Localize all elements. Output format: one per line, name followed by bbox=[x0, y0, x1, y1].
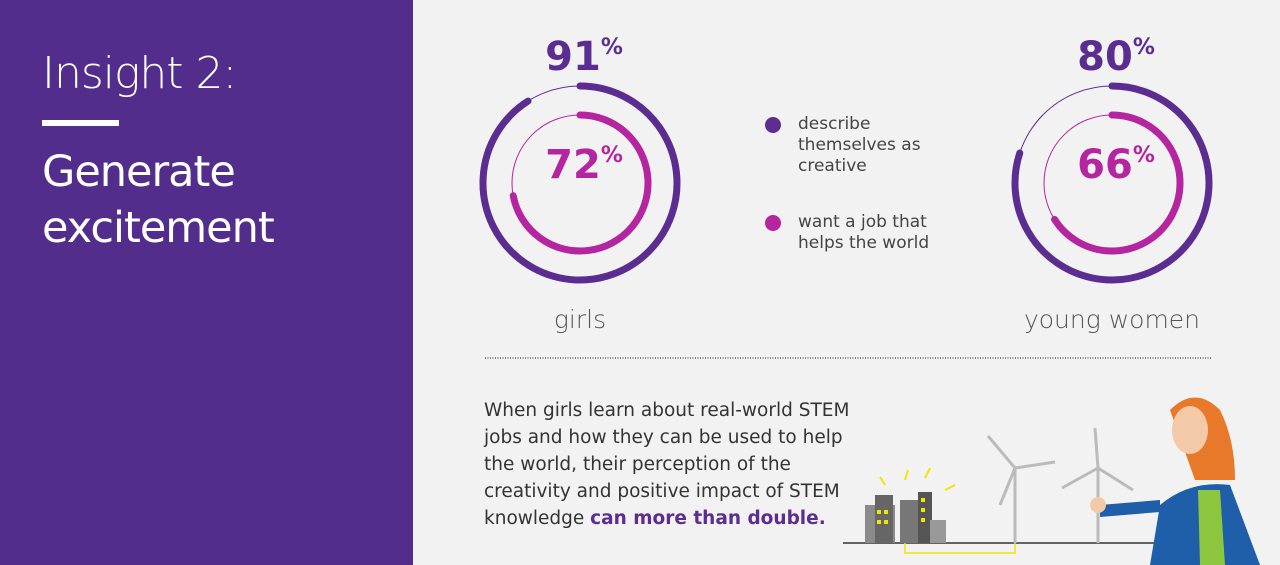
ring-arc bbox=[1051, 111, 1184, 255]
value-label: 80% bbox=[1077, 34, 1155, 80]
legend-label: want a job that helps the world bbox=[798, 212, 930, 253]
illustration bbox=[843, 397, 1260, 565]
legend-label: describe themselves as creative bbox=[798, 114, 921, 176]
ring-arc bbox=[479, 82, 681, 284]
sidebar-title: Insight 2: bbox=[42, 48, 237, 99]
value-label: 72% bbox=[545, 142, 623, 188]
body-text: When girls learn about real-world STEM j… bbox=[484, 397, 864, 532]
body-emphasis: can more than double. bbox=[590, 508, 826, 529]
chart-title: girls bbox=[554, 305, 606, 334]
sidebar-subtitle: Generate excitement bbox=[42, 147, 275, 253]
legend-dot bbox=[765, 117, 781, 133]
ring-arc bbox=[509, 111, 652, 255]
value-label: 91% bbox=[545, 34, 623, 80]
chart-title: young women bbox=[1024, 305, 1200, 334]
body-main: When girls learn about real-world STEM j… bbox=[484, 400, 850, 529]
value-label: 66% bbox=[1077, 142, 1155, 188]
legend-dot bbox=[765, 215, 781, 231]
sidebar: Insight 2: Generate excitement bbox=[0, 0, 413, 565]
divider bbox=[42, 120, 119, 126]
ring-arc bbox=[1011, 82, 1213, 284]
